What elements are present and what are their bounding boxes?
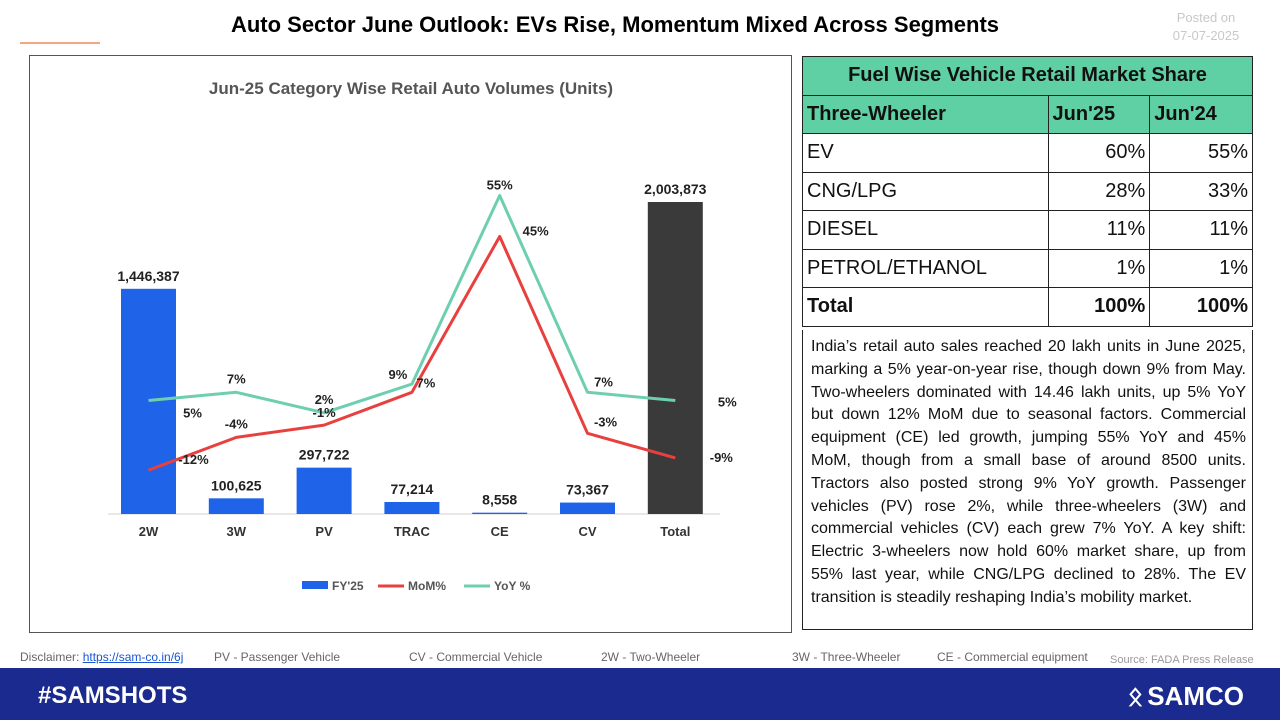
yoy-data-label: 55% bbox=[487, 178, 513, 193]
bar-label: 100,625 bbox=[211, 477, 262, 493]
legend-label: FY'25 bbox=[332, 579, 364, 593]
table-row: DIESEL 11% 11% bbox=[802, 210, 1253, 250]
yoy-data-label: 7% bbox=[594, 374, 613, 389]
samco-logo-icon: ᛟ bbox=[1127, 681, 1144, 711]
page-title: Auto Sector June Outlook: EVs Rise, Mome… bbox=[230, 12, 1000, 37]
table-title: Fuel Wise Vehicle Retail Market Share bbox=[802, 56, 1253, 96]
x-tick-label: CV bbox=[578, 524, 596, 539]
bar-2w bbox=[121, 288, 176, 514]
market-share-table: Fuel Wise Vehicle Retail Market Share Th… bbox=[802, 56, 1253, 327]
yoy-data-label: 5% bbox=[718, 395, 737, 410]
yoy-data-label: 7% bbox=[227, 371, 246, 386]
brand-name: SAMCO bbox=[1147, 681, 1244, 711]
footer-notes: Disclaimer: https://sam-co.in/6j PV - Pa… bbox=[20, 650, 1265, 668]
bar-label: 1,446,387 bbox=[117, 268, 179, 284]
legend-label: YoY % bbox=[494, 579, 531, 593]
posted-date-value: 07-07-2025 bbox=[1172, 28, 1240, 43]
row-fuel-type: DIESEL bbox=[802, 210, 1049, 250]
bar-label: 2,003,873 bbox=[644, 181, 706, 197]
row-jun25-value: 28% bbox=[1047, 171, 1151, 211]
bar-label: 77,214 bbox=[390, 481, 433, 497]
note-ce: CE - Commercial equipment bbox=[937, 650, 1088, 664]
table-total-row: Total 100% 100% bbox=[802, 287, 1253, 327]
x-tick-label: Total bbox=[660, 524, 690, 539]
row-jun24-value: 33% bbox=[1149, 171, 1253, 211]
header-jun25: Jun'25 bbox=[1047, 94, 1151, 134]
yoy-data-label: 9% bbox=[389, 367, 408, 382]
yoy-line bbox=[148, 194, 676, 415]
row-jun25-value: 60% bbox=[1047, 133, 1151, 173]
row-jun24-value: 11% bbox=[1149, 210, 1253, 250]
x-tick-label: 3W bbox=[227, 524, 247, 539]
x-tick-label: CE bbox=[491, 524, 509, 539]
header-jun24: Jun'24 bbox=[1149, 94, 1253, 134]
row-fuel-type: PETROL/ETHANOL bbox=[802, 248, 1049, 288]
yoy-data-label: 5% bbox=[183, 406, 202, 421]
source-note: Source: FADA Press Release bbox=[1110, 654, 1254, 666]
bar-trac bbox=[384, 501, 440, 514]
note-cv: CV - Commercial Vehicle bbox=[409, 650, 543, 664]
note-3w: 3W - Three-Wheeler bbox=[792, 650, 901, 664]
row-jun24-value: 55% bbox=[1149, 133, 1253, 173]
posted-date: Posted on 07-07-2025 bbox=[1166, 9, 1246, 45]
mom-data-label: -4% bbox=[225, 416, 249, 431]
title-underline bbox=[20, 42, 100, 44]
disclaimer-label: Disclaimer: bbox=[20, 650, 80, 664]
chart-title: Jun-25 Category Wise Retail Auto Volumes… bbox=[209, 79, 613, 98]
hashtag: #SAMSHOTS bbox=[38, 682, 188, 709]
note-2w: 2W - Two-Wheeler bbox=[601, 650, 701, 664]
total-label: Total bbox=[802, 287, 1049, 327]
bar-3w bbox=[208, 498, 264, 514]
yoy-data-label: 2% bbox=[315, 392, 334, 407]
mom-data-label: 7% bbox=[417, 375, 436, 390]
row-fuel-type: EV bbox=[802, 133, 1049, 173]
bar-label: 297,722 bbox=[299, 447, 350, 463]
mom-data-label: -1% bbox=[313, 405, 337, 420]
note-pv: PV - Passenger Vehicle bbox=[214, 650, 341, 664]
combo-chart: Jun-25 Category Wise Retail Auto Volumes… bbox=[108, 79, 737, 593]
mom-data-label: -9% bbox=[710, 450, 734, 465]
total-jun24: 100% bbox=[1149, 287, 1253, 327]
row-jun25-value: 1% bbox=[1047, 248, 1151, 288]
x-tick-label: 2W bbox=[139, 524, 159, 539]
bar-total bbox=[647, 202, 703, 514]
mom-data-label: -3% bbox=[594, 414, 618, 429]
summary-text: India’s retail auto sales reached 20 lak… bbox=[802, 330, 1253, 630]
total-jun25: 100% bbox=[1047, 287, 1151, 327]
chart-panel: Jun-25 Category Wise Retail Auto Volumes… bbox=[29, 55, 792, 633]
table-row: CNG/LPG 28% 33% bbox=[802, 171, 1253, 211]
table-header-row: Three-Wheeler Jun'25 Jun'24 bbox=[802, 94, 1253, 134]
disclaimer: Disclaimer: https://sam-co.in/6j bbox=[20, 650, 183, 664]
mom-data-label: -12% bbox=[178, 452, 209, 467]
row-jun24-value: 1% bbox=[1149, 248, 1253, 288]
x-tick-label: TRAC bbox=[394, 524, 431, 539]
bottom-bar: #SAMSHOTS ᛟ SAMCO bbox=[0, 668, 1280, 720]
bar-cv bbox=[560, 502, 615, 514]
row-jun25-value: 11% bbox=[1047, 210, 1151, 250]
header-segment: Three-Wheeler bbox=[802, 94, 1049, 134]
posted-label: Posted on bbox=[1176, 10, 1236, 25]
bar-pv bbox=[296, 467, 352, 514]
table-row: PETROL/ETHANOL 1% 1% bbox=[802, 248, 1253, 288]
x-tick-label: PV bbox=[315, 524, 333, 539]
bar-ce bbox=[472, 512, 528, 514]
table-row: EV 60% 55% bbox=[802, 133, 1253, 173]
row-fuel-type: CNG/LPG bbox=[802, 171, 1049, 211]
legend-label: MoM% bbox=[408, 579, 446, 593]
bar-label: 73,367 bbox=[566, 482, 609, 498]
legend-swatch-bar bbox=[302, 581, 328, 589]
mom-line bbox=[147, 235, 676, 472]
disclaimer-link[interactable]: https://sam-co.in/6j bbox=[82, 650, 184, 664]
mom-data-label: 45% bbox=[523, 224, 549, 239]
brand-logo: ᛟ SAMCO bbox=[1128, 681, 1244, 712]
bar-label: 8,558 bbox=[482, 492, 517, 508]
